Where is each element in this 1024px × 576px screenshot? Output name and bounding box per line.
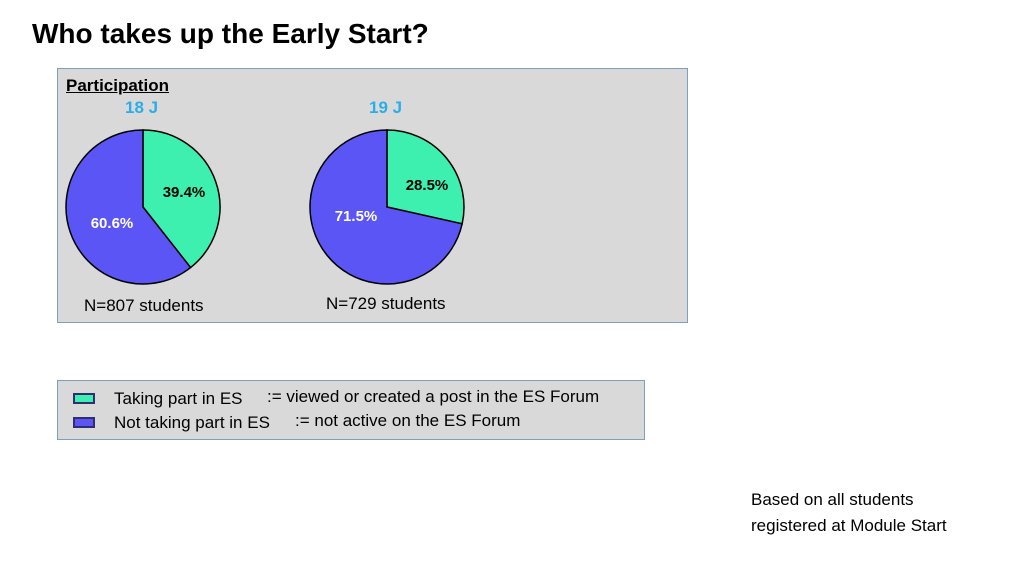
pie-title-19j: 19 J [369, 98, 403, 117]
pie-slice-18j-taking [142, 129, 221, 269]
pie-value-label-18j-not-taking: 60.6% [91, 215, 134, 232]
legend-label-not-taking: Not taking part in ES [114, 413, 270, 432]
panel-label: Participation [66, 76, 169, 95]
pie-value-label-19j-taking: 28.5% [406, 177, 449, 194]
pie-slice-18j-not-taking [65, 129, 192, 285]
legend-definition-not-taking: := not active on the ES Forum [295, 411, 521, 430]
legend-definition-taking: := viewed or created a post in the ES Fo… [267, 387, 600, 406]
pie-slice-19j-not-taking [309, 129, 464, 285]
legend-swatch-not-taking [73, 417, 95, 428]
pie-title-18j: 18 J [125, 98, 159, 117]
page-title: Who takes up the Early Start? [32, 18, 429, 49]
pie-slice-19j-taking [386, 129, 465, 225]
footnote: Based on all students registered at Modu… [751, 487, 947, 539]
pie-caption-19j: N=729 students [326, 294, 446, 313]
legend-swatch-taking [73, 393, 95, 404]
legend-label-taking: Taking part in ES [114, 389, 243, 408]
legend: Taking part in ES := viewed or created a… [57, 380, 645, 440]
footnote-line-2: registered at Module Start [751, 516, 947, 535]
pie-caption-18j: N=807 students [84, 296, 204, 315]
pie-value-label-18j-taking: 39.4% [163, 184, 206, 201]
pie-value-label-19j-not-taking: 71.5% [335, 208, 378, 225]
footnote-line-1: Based on all students [751, 490, 914, 509]
